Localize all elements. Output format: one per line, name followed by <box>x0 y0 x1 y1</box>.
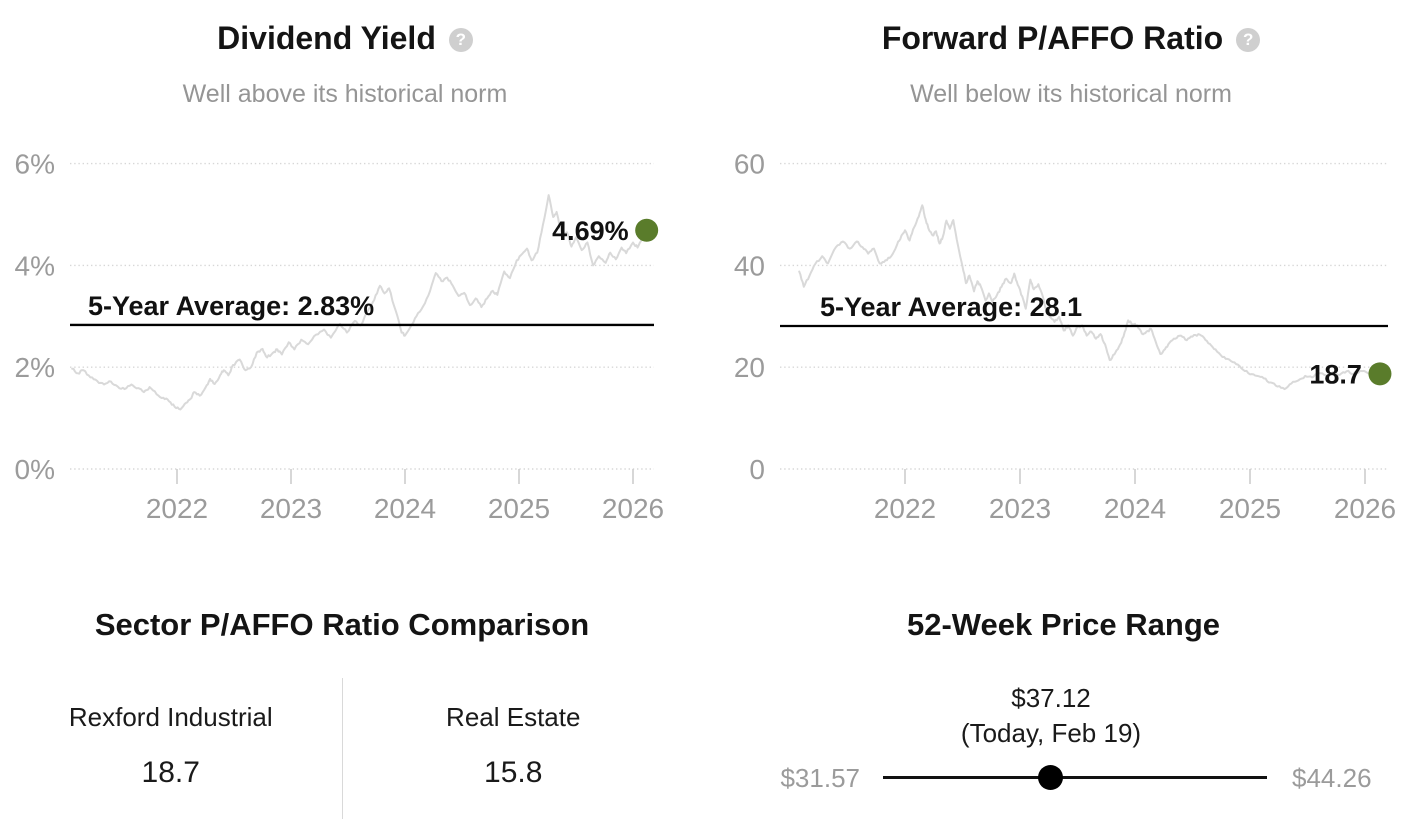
dividend-yield-subtitle: Well above its historical norm <box>182 80 508 108</box>
sector-comparison-title: Sector P/AFFO Ratio Comparison <box>94 607 590 642</box>
y-axis-label: 40 <box>734 250 765 281</box>
series-line <box>71 194 648 411</box>
price-range-low: $31.57 <box>780 763 860 793</box>
current-value-dot <box>1368 362 1392 386</box>
x-tick-label: 2023 <box>989 493 1051 524</box>
sector-item-value: 15.8 <box>484 756 543 789</box>
dividend-yield-chart: 0% 2% 4% 6% 2022 2023 2024 2025 2026 5-Year Avera… <box>15 149 665 524</box>
price-range-panel: 52-Week Price Range $37.12 (Today, Feb 1… <box>709 595 1418 836</box>
sector-comparison-panel: Sector P/AFFO Ratio Comparison Rexford I… <box>0 595 684 836</box>
dividend-yield-title: Dividend Yield <box>217 20 436 56</box>
help-icon[interactable]: ? <box>448 28 473 52</box>
sector-item: Rexford Industrial 18.7 <box>0 678 342 819</box>
y-axis-label: 20 <box>734 352 765 383</box>
x-tick-label: 2022 <box>874 493 936 524</box>
y-axis-label: 2% <box>15 352 55 383</box>
dividend-yield-header: Dividend Yield ? <box>0 20 690 57</box>
forward-paffo-subtitle: Well below its historical norm <box>910 80 1232 108</box>
current-price: $37.12 <box>1011 683 1091 713</box>
sector-comparison-columns: Rexford Industrial 18.7 Real Estate 15.8 <box>0 678 684 819</box>
x-tick-label: 2026 <box>1334 493 1396 524</box>
y-axis-label: 6% <box>15 149 55 180</box>
y-axis-label: 0% <box>15 454 55 485</box>
x-tick-label: 2025 <box>1219 493 1281 524</box>
current-value-dot <box>635 218 659 242</box>
price-range-title: 52-Week Price Range <box>906 607 1221 642</box>
current-price-date: (Today, Feb 19) <box>960 718 1142 748</box>
help-icon[interactable]: ? <box>1236 28 1261 52</box>
x-tick-label: 2024 <box>374 493 436 524</box>
price-range-high: $44.26 <box>1292 763 1372 793</box>
sector-item-label: Rexford Industrial <box>68 702 273 732</box>
price-range-track <box>883 765 1267 790</box>
y-axis-label: 4% <box>15 250 55 281</box>
price-range-handle <box>1038 765 1064 790</box>
x-tick-label: 2023 <box>260 493 322 524</box>
x-tick-label: 2025 <box>488 493 550 524</box>
series-line <box>798 204 1381 391</box>
average-label: 5-Year Average: 28.1 <box>820 292 1082 322</box>
forward-paffo-chart: 0 20 40 60 2022 2023 2024 2025 2026 5-Year Averag… <box>734 149 1396 524</box>
sector-item-value: 18.7 <box>141 756 200 789</box>
current-value-label: 4.69% <box>552 216 629 246</box>
x-tick-label: 2026 <box>602 493 664 524</box>
x-tick-label: 2024 <box>1104 493 1166 524</box>
y-axis-label: 60 <box>734 149 765 180</box>
y-axis-label: 0 <box>749 454 765 485</box>
forward-paffo-title: Forward P/AFFO Ratio <box>881 20 1224 56</box>
forward-paffo-header: Forward P/AFFO Ratio ? <box>724 20 1418 57</box>
sector-item-label: Real Estate <box>446 702 581 732</box>
sector-item: Real Estate 15.8 <box>341 678 685 819</box>
x-tick-label: 2022 <box>146 493 208 524</box>
current-value-label: 18.7 <box>1309 359 1362 389</box>
average-label: 5-Year Average: 2.83% <box>88 291 374 321</box>
